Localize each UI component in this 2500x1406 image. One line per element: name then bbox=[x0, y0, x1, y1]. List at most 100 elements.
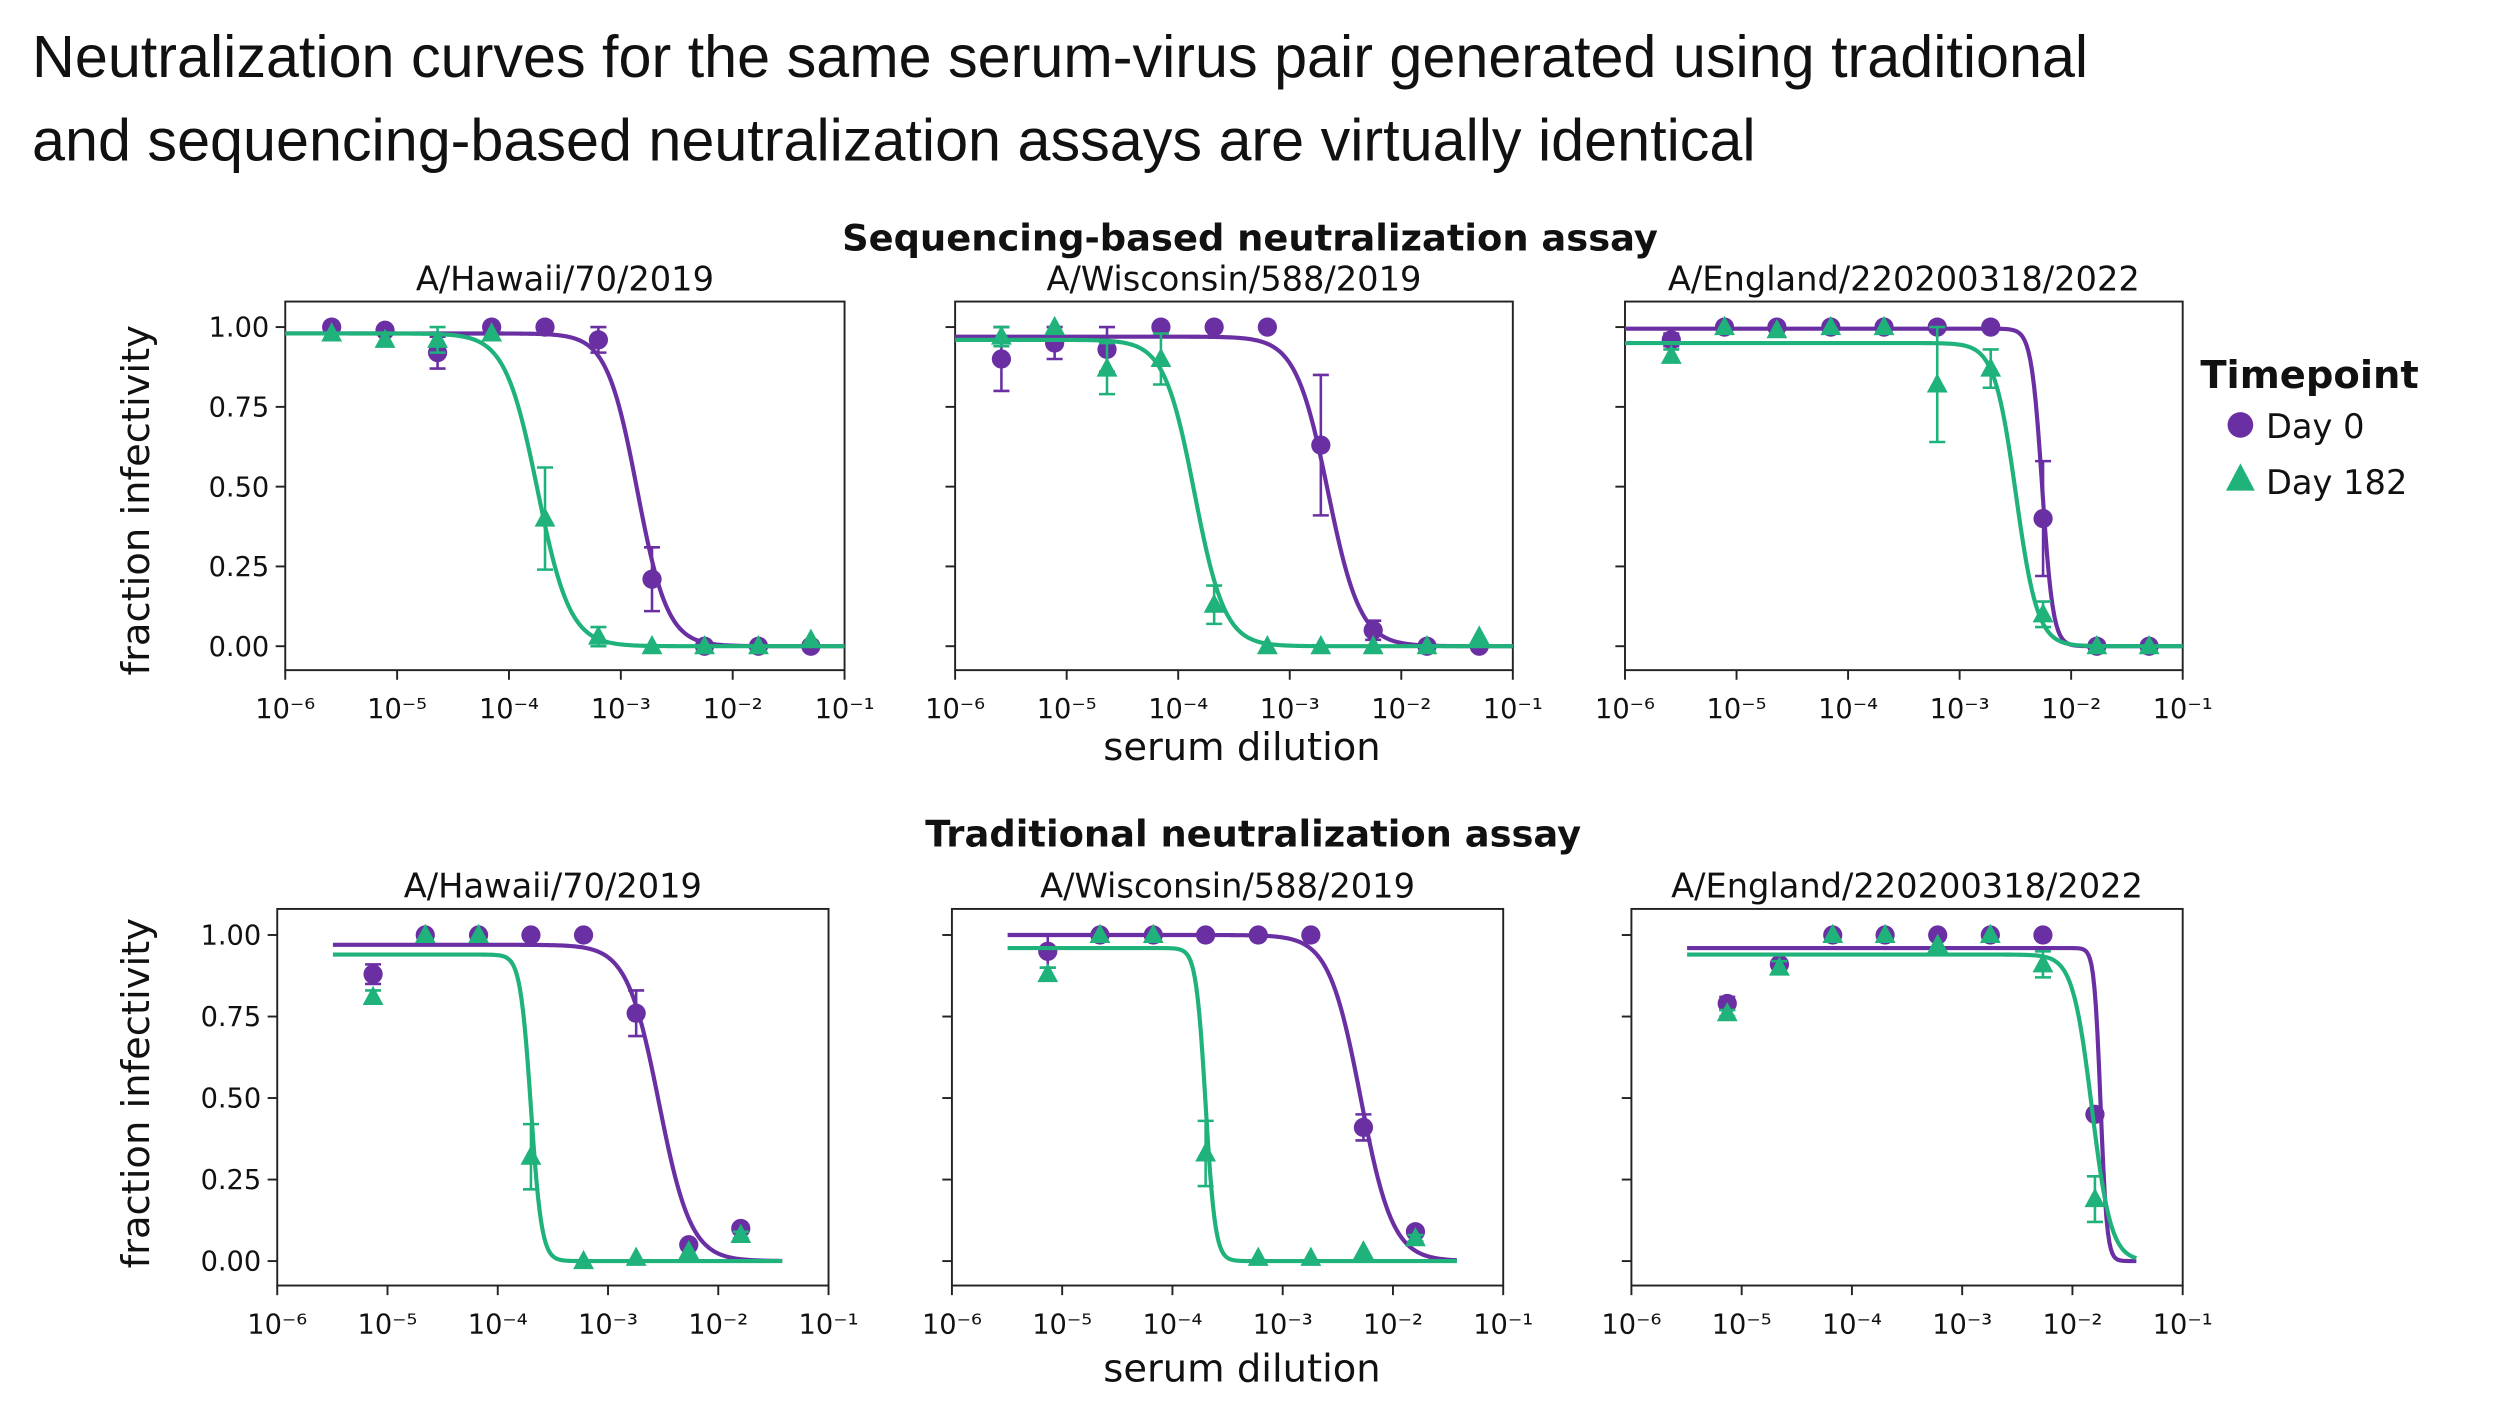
data-point-day182 bbox=[587, 625, 609, 645]
data-point-day182 bbox=[1769, 956, 1790, 976]
legend-day182-marker bbox=[2225, 463, 2255, 491]
data-point-day182 bbox=[2138, 634, 2160, 655]
x-tick-label: 10⁻⁵ bbox=[367, 694, 427, 725]
data-point-day182 bbox=[1660, 344, 1682, 364]
data-point-day0 bbox=[2033, 925, 2053, 945]
x-tick-label: 10⁻⁴ bbox=[468, 1310, 528, 1341]
data-point-day182 bbox=[2084, 1187, 2106, 1208]
x-tick-label: 10⁻² bbox=[2041, 694, 2101, 725]
data-point-day0 bbox=[1257, 317, 1277, 337]
x-tick-label: 10⁻¹ bbox=[2153, 694, 2213, 725]
x-tick-label: 10⁻⁶ bbox=[1595, 694, 1655, 725]
x-tick-label: 10⁻¹ bbox=[799, 1310, 859, 1341]
data-point-day182 bbox=[1142, 923, 1164, 944]
x-tick-label: 10⁻⁴ bbox=[479, 694, 539, 725]
y-tick-label: 0.00 bbox=[201, 1247, 262, 1278]
data-point-day182 bbox=[414, 923, 436, 944]
x-tick-label: 10⁻² bbox=[688, 1310, 748, 1341]
data-point-day182 bbox=[800, 628, 822, 648]
data-point-day182 bbox=[321, 322, 343, 342]
x-tick-label: 10⁻² bbox=[703, 694, 763, 725]
data-point-day182 bbox=[1820, 315, 1842, 336]
data-point-day0 bbox=[363, 964, 383, 984]
row-1-xlabel: serum dilution bbox=[1103, 725, 1380, 770]
x-tick-label: 10⁻⁶ bbox=[1601, 1310, 1661, 1341]
data-point-day0 bbox=[1038, 941, 1058, 961]
data-point-day182 bbox=[481, 322, 503, 342]
data-point-day182 bbox=[1037, 962, 1059, 983]
x-tick-label: 10⁻¹ bbox=[2153, 1310, 2213, 1341]
y-tick-label: 0.00 bbox=[209, 632, 270, 663]
headline-line-2: and sequencing-based neutralization assa… bbox=[32, 107, 1755, 174]
y-tick-label: 0.75 bbox=[209, 392, 270, 423]
row-2-ylabel: fraction infectivity bbox=[114, 918, 159, 1268]
data-point-day182 bbox=[1353, 1240, 1374, 1260]
data-point-day182 bbox=[1822, 923, 1844, 944]
data-point-day182 bbox=[1926, 373, 1948, 393]
y-tick-label: 1.00 bbox=[201, 921, 262, 952]
data-point-day182 bbox=[1766, 319, 1788, 339]
data-point-day182 bbox=[1979, 923, 2001, 944]
data-point-day182 bbox=[1714, 315, 1735, 336]
legend-day0-label: Day 0 bbox=[2266, 407, 2365, 446]
fit-curve-day0 bbox=[1687, 945, 2137, 1264]
x-tick-label: 10⁻⁵ bbox=[1712, 1310, 1772, 1341]
x-tick-label: 10⁻¹ bbox=[1473, 1310, 1533, 1341]
data-point-day0 bbox=[573, 925, 594, 945]
axes-frame bbox=[954, 300, 1514, 672]
data-point-day182 bbox=[1150, 347, 1172, 368]
data-point-day0 bbox=[1311, 435, 1331, 455]
data-point-day0 bbox=[1301, 925, 1321, 945]
fit-curve-day182 bbox=[1007, 945, 1457, 1264]
x-tick-label: 10⁻² bbox=[1363, 1310, 1423, 1341]
panel-title: A/Hawaii/70/2019 bbox=[416, 259, 714, 298]
data-point-day182 bbox=[1300, 1246, 1322, 1266]
fit-curve-day0 bbox=[1007, 932, 1457, 1263]
legend-title: Timepoint bbox=[2200, 353, 2418, 398]
x-tick-label: 10⁻⁶ bbox=[922, 1310, 982, 1341]
data-point-day182 bbox=[748, 634, 769, 655]
data-point-day182 bbox=[625, 1246, 647, 1266]
data-point-day182 bbox=[1247, 1246, 1269, 1266]
panel-1-1: A/Hawaii/70/2019 10⁻⁶ 10⁻⁵ 10⁻⁴ 10⁻³ 10⁻² 10⁻¹… bbox=[209, 259, 875, 725]
panel-1-2: A/Wisconsin/588/2019 10⁻⁶ 10⁻⁵ 10⁻⁴ 10⁻³ 10⁻²… bbox=[925, 259, 1543, 725]
fit-curve-day182 bbox=[1625, 340, 2183, 649]
data-point-day182 bbox=[1980, 357, 2002, 377]
x-tick-label: 10⁻² bbox=[2042, 1310, 2102, 1341]
x-tick-label: 10⁻³ bbox=[1253, 1310, 1313, 1341]
axes-frame bbox=[284, 300, 846, 672]
data-point-day0 bbox=[535, 317, 555, 337]
data-point-day182 bbox=[1256, 634, 1278, 655]
data-point-day182 bbox=[990, 325, 1012, 345]
fit-curve-day182 bbox=[285, 331, 845, 649]
row-2-xlabel: serum dilution bbox=[1103, 1347, 1380, 1392]
data-point-day182 bbox=[1468, 625, 1490, 645]
x-tick-label: 10⁻³ bbox=[1260, 694, 1320, 725]
x-tick-label: 10⁻⁵ bbox=[1707, 694, 1767, 725]
data-point-day182 bbox=[362, 985, 384, 1005]
data-point-day0 bbox=[1981, 317, 2001, 337]
data-point-day182 bbox=[1874, 923, 1896, 944]
headline-line-1: Neutralization curves for the same serum… bbox=[32, 23, 2088, 90]
data-point-day0 bbox=[1045, 333, 1065, 353]
panels: A/Hawaii/70/2019 10⁻⁶ 10⁻⁵ 10⁻⁴ 10⁻³ 10⁻² 10⁻¹… bbox=[201, 259, 2213, 1340]
data-point-day182 bbox=[1310, 634, 1332, 655]
x-tick-label: 10⁻¹ bbox=[1483, 694, 1543, 725]
x-tick-label: 10⁻⁴ bbox=[1818, 694, 1878, 725]
fit-curve-day0 bbox=[1625, 326, 2183, 649]
data-point-day182 bbox=[1096, 357, 1118, 377]
data-point-day0 bbox=[1196, 925, 1216, 945]
y-tick-label: 0.25 bbox=[201, 1165, 262, 1196]
panel-2-1: A/Hawaii/70/2019 10⁻⁶ 10⁻⁵ 10⁻⁴ 10⁻³ 10⁻² 10⁻¹… bbox=[201, 867, 859, 1341]
data-point-day0 bbox=[1248, 925, 1268, 945]
panel-1-3: A/England/220200318/2022 10⁻⁶ 10⁻⁵ 10⁻⁴ 10⁻³… bbox=[1595, 259, 2213, 725]
x-tick-label: 10⁻⁵ bbox=[1037, 694, 1097, 725]
data-point-day182 bbox=[1405, 1227, 1426, 1247]
legend: Timepoint Day 0 Day 182 bbox=[2200, 353, 2418, 502]
panel-title: A/Wisconsin/588/2019 bbox=[1040, 867, 1415, 906]
fit-curve-day182 bbox=[332, 952, 783, 1264]
data-point-day0 bbox=[588, 330, 609, 350]
data-point-day182 bbox=[427, 328, 448, 348]
x-tick-label: 10⁻³ bbox=[591, 694, 651, 725]
